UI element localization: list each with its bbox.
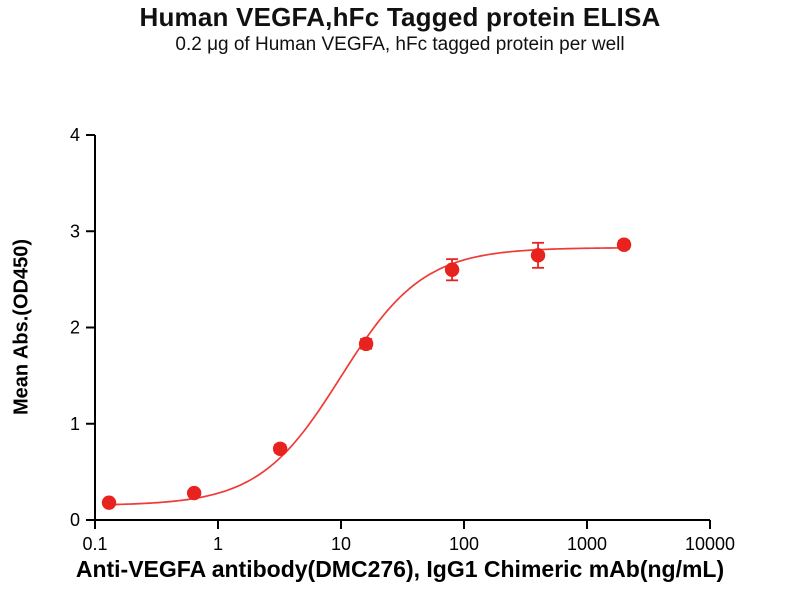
y-tick-label: 2 (70, 318, 80, 338)
chart-subtitle: 0.2 μg of Human VEGFA, hFc tagged protei… (175, 34, 625, 55)
data-point (101, 495, 117, 510)
x-tick-label: 0.1 (82, 534, 107, 554)
y-tick-label: 3 (70, 221, 80, 241)
data-point (358, 336, 374, 352)
x-tick-label: 100 (449, 534, 479, 554)
y-axis-label: Mean Abs.(OD450) (10, 239, 33, 415)
x-tick-label: 10000 (685, 534, 735, 554)
chart-title: Human VEGFA,hFc Tagged protein ELISA (139, 2, 661, 32)
y-tick-label: 0 (70, 510, 80, 530)
data-point (444, 262, 460, 277)
x-tick-label: 1 (213, 534, 223, 554)
x-axis-label: Anti-VEGFA antibody(DMC276), IgG1 Chimer… (75, 556, 725, 582)
y-tick-label: 4 (70, 125, 80, 145)
x-tick-label: 10 (331, 534, 351, 554)
fit-curve (109, 247, 625, 506)
data-point (186, 485, 202, 501)
data-point (272, 441, 288, 456)
x-tick-label: 1000 (567, 534, 607, 554)
y-tick-label: 1 (70, 414, 80, 434)
data-point (616, 237, 632, 252)
data-point (530, 248, 546, 263)
